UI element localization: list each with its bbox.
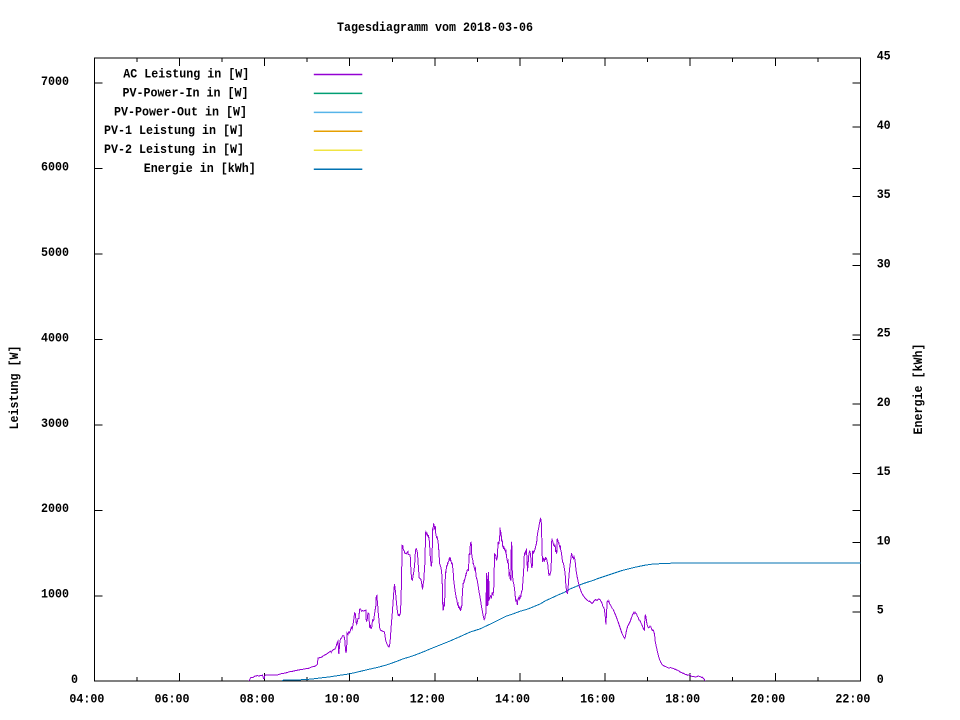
svg-text:12:00: 12:00	[410, 692, 445, 707]
svg-text:Tagesdiagramm vom 2018-03-06: Tagesdiagramm vom 2018-03-06	[337, 20, 533, 35]
svg-text:PV-2 Leistung in [W]: PV-2 Leistung in [W]	[104, 142, 244, 157]
svg-text:5000: 5000	[41, 245, 69, 260]
svg-text:06:00: 06:00	[155, 692, 190, 707]
svg-text:3000: 3000	[41, 416, 69, 431]
svg-text:35: 35	[877, 187, 891, 202]
svg-text:PV-1 Leistung in [W]: PV-1 Leistung in [W]	[104, 123, 244, 138]
svg-text:AC Leistung in [W]: AC Leistung in [W]	[123, 66, 249, 81]
svg-text:4000: 4000	[41, 330, 69, 345]
svg-text:Energie in [kWh]: Energie in [kWh]	[144, 161, 256, 176]
svg-text:7000: 7000	[41, 74, 69, 89]
svg-text:PV-Power-Out in [W]: PV-Power-Out in [W]	[114, 104, 247, 119]
svg-text:40: 40	[877, 118, 891, 133]
svg-text:04:00: 04:00	[69, 692, 104, 707]
svg-text:6000: 6000	[41, 159, 69, 174]
svg-text:Leistung [W]: Leistung [W]	[7, 346, 22, 430]
svg-text:18:00: 18:00	[665, 692, 700, 707]
svg-text:20: 20	[877, 395, 891, 410]
svg-text:2000: 2000	[41, 501, 69, 516]
svg-text:10:00: 10:00	[325, 692, 360, 707]
svg-text:5: 5	[877, 603, 884, 618]
svg-text:0: 0	[71, 672, 78, 687]
svg-text:22:00: 22:00	[835, 692, 870, 707]
svg-text:PV-Power-In in [W]: PV-Power-In in [W]	[123, 85, 249, 100]
svg-text:1000: 1000	[41, 587, 69, 602]
svg-text:20:00: 20:00	[750, 692, 785, 707]
svg-text:0: 0	[877, 672, 884, 687]
svg-text:45: 45	[877, 49, 891, 64]
svg-text:08:00: 08:00	[240, 692, 275, 707]
svg-text:25: 25	[877, 326, 891, 341]
svg-text:10: 10	[877, 534, 891, 549]
svg-text:30: 30	[877, 256, 891, 271]
svg-text:16:00: 16:00	[580, 692, 615, 707]
svg-text:15: 15	[877, 464, 891, 479]
svg-text:14:00: 14:00	[495, 692, 530, 707]
svg-text:Energie [kWh]: Energie [kWh]	[911, 344, 926, 435]
